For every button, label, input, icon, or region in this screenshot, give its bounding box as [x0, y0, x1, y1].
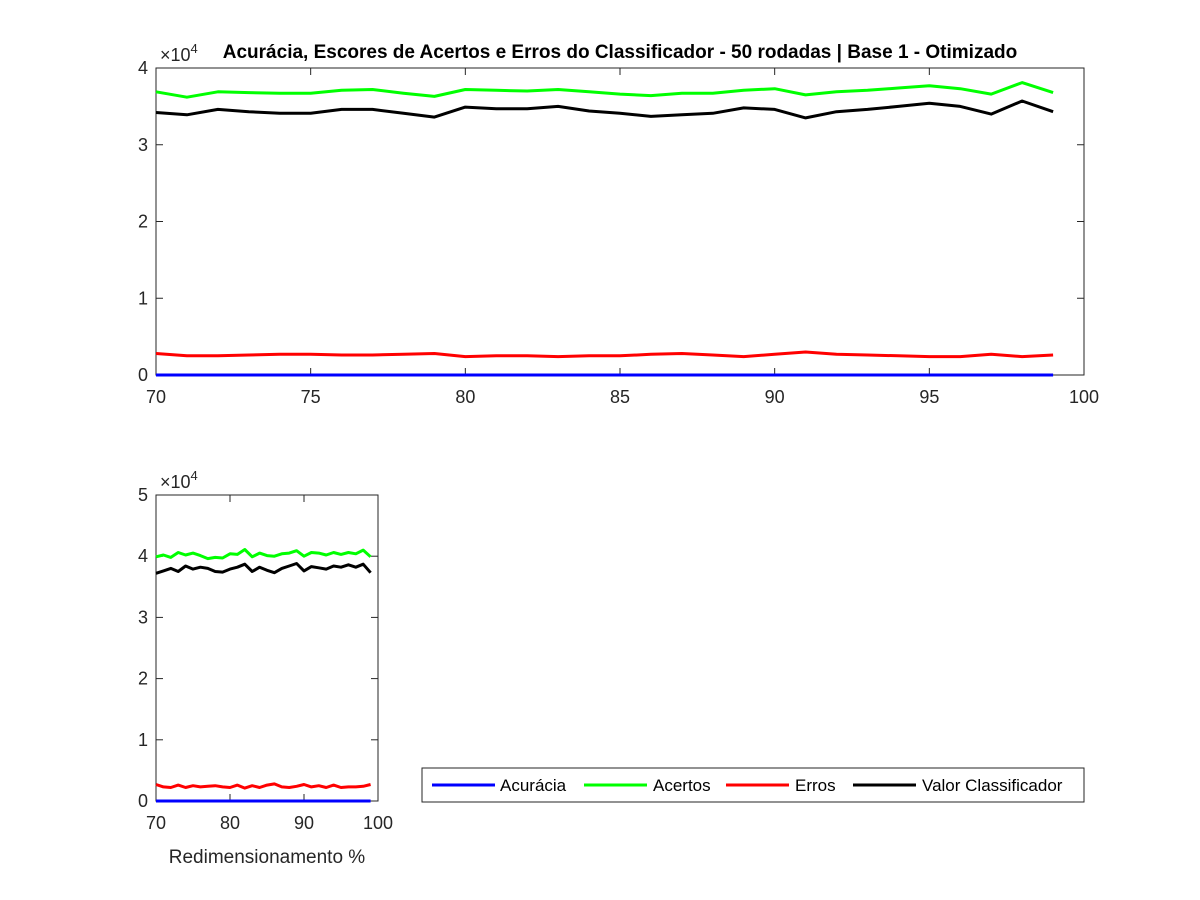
chart-title: Acurácia, Escores de Acertos e Erros do … — [223, 42, 1017, 63]
x-tick-label: 100 — [363, 813, 393, 833]
series-line-acertos — [155, 548, 372, 561]
legend-label: Erros — [795, 776, 836, 795]
x-tick-label: 80 — [455, 387, 475, 407]
series-line-acertos — [155, 81, 1054, 99]
x-tick-label: 70 — [146, 813, 166, 833]
y-tick-label: 2 — [138, 212, 148, 232]
y-tick-label: 3 — [138, 135, 148, 155]
y-tick-label: 4 — [138, 546, 148, 566]
y-tick-label: 0 — [138, 791, 148, 811]
x-tick-label: 90 — [765, 387, 785, 407]
y-tick-label: 3 — [138, 607, 148, 627]
x-tick-label: 80 — [220, 813, 240, 833]
legend-label: Acertos — [653, 776, 711, 795]
x-tick-label: 75 — [301, 387, 321, 407]
y-tick-label: 0 — [138, 365, 148, 385]
y-tick-label: 1 — [138, 730, 148, 750]
y-exponent-label: ×104 — [160, 468, 198, 492]
x-tick-label: 70 — [146, 387, 166, 407]
legend-label: Acurácia — [500, 776, 567, 795]
series-line-valor-classificador — [155, 99, 1054, 120]
x-tick-label: 85 — [610, 387, 630, 407]
y-exponent-power: 4 — [191, 468, 198, 483]
y-tick-label: 1 — [138, 288, 148, 308]
y-tick-label: 4 — [138, 58, 148, 78]
y-tick-label: 2 — [138, 669, 148, 689]
series-line-valor-classificador — [155, 562, 372, 575]
y-tick-label: 5 — [138, 485, 148, 505]
series-line-erros — [155, 350, 1054, 359]
x-tick-label: 100 — [1069, 387, 1099, 407]
y-exponent-power: 4 — [191, 41, 198, 56]
x-tick-label: 95 — [919, 387, 939, 407]
legend-box — [421, 767, 1085, 803]
legend: Acurácia Acertos Erros Valor Classificador — [421, 767, 1085, 803]
y-exponent-label: ×104 — [160, 41, 198, 65]
legend-label: Valor Classificador — [922, 776, 1063, 795]
bottom-plot: 70 80 90 100 0 1 2 3 4 5 ×104 Redimensionamento % — [138, 468, 393, 868]
x-tick-label: 90 — [294, 813, 314, 833]
x-axis-label: Redimensionamento % — [169, 847, 366, 868]
axes-box — [155, 494, 379, 802]
axes-box — [155, 67, 1085, 376]
series-line-erros — [155, 782, 371, 790]
